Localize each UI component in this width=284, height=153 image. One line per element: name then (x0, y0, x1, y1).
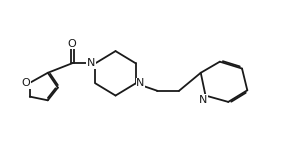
Text: N: N (136, 78, 145, 88)
Text: O: O (68, 39, 76, 49)
Text: N: N (199, 95, 207, 104)
Text: N: N (86, 58, 95, 68)
Text: O: O (21, 78, 30, 88)
